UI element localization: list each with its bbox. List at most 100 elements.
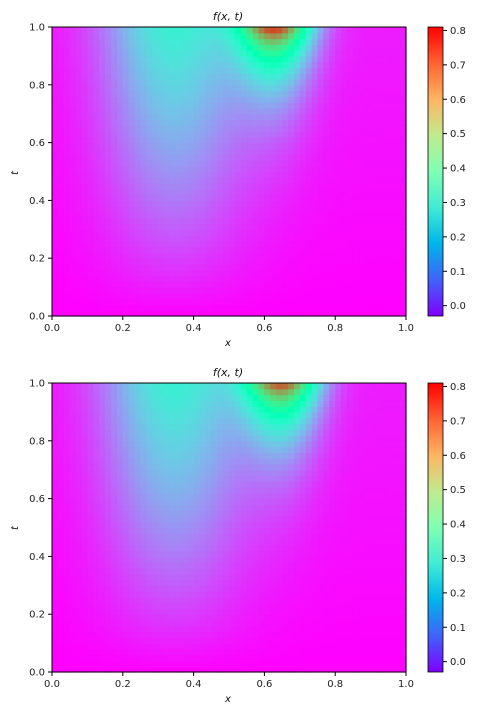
heatmap-cell [164,487,171,494]
heatmap-cell [400,44,407,51]
heatmap-cell [341,165,348,173]
heatmap-cell [276,287,283,294]
heatmap-cell [246,240,254,248]
heatmap-cell [205,107,212,115]
heatmap-cell [105,246,112,254]
heatmap-cell [264,194,271,201]
heatmap-cell [140,550,147,557]
heatmap-cell [335,79,342,86]
heatmap-cell [299,269,307,277]
heatmap-cell [400,258,407,265]
heatmap-cell [335,50,342,57]
heatmap-cell [264,619,271,627]
heatmap-cell [164,258,171,265]
heatmap-cell [170,148,177,155]
heatmap-cell [57,200,65,207]
heatmap-cell [152,539,159,546]
heatmap-cell [140,521,147,529]
heatmap-cell [400,38,407,45]
heatmap-cell [122,608,130,615]
heatmap-cell [128,67,136,74]
heatmap-cell [57,188,65,196]
heatmap-cell [217,188,224,196]
heatmap-cell [305,619,313,627]
heatmap-cell [394,562,401,569]
heatmap-cell [388,38,395,45]
heatmap-cell [341,148,348,155]
heatmap-cell [193,614,201,621]
heatmap-cell [52,96,59,103]
heatmap-cell [282,194,289,201]
heatmap-cell [140,498,147,505]
heatmap-cell [52,515,59,523]
heatmap-cell [93,38,100,45]
heatmap-cell [323,165,330,173]
heatmap-cell [347,596,354,604]
heatmap-cell [116,32,124,40]
heatmap-cell [146,614,153,621]
heatmap-cell [258,269,265,277]
heatmap-cell [75,521,83,529]
heatmap-cell [111,275,118,282]
heatmap-cell [211,235,218,242]
heatmap-cell [299,648,307,656]
heatmap-cell [370,136,378,144]
heatmap-cell [276,159,283,167]
heatmap-cell [388,573,395,581]
heatmap-cell [358,217,366,225]
heatmap-cell [152,533,159,540]
heatmap-cell [164,252,171,259]
heatmap-cell [335,229,342,236]
heatmap-cell [99,281,106,288]
heatmap-cell [175,637,183,644]
heatmap-cell [193,32,201,40]
heatmap-cell [382,136,389,144]
heatmap-cell [335,527,342,534]
heatmap-cell [382,240,389,248]
heatmap-cell [146,183,153,190]
heatmap-cell [87,154,94,161]
heatmap-cell [388,527,395,534]
heatmap-cell [175,487,183,494]
heatmap-cell [229,119,236,126]
heatmap-cell [211,292,218,300]
heatmap-cell [234,648,242,656]
heatmap-cell [87,217,94,225]
heatmap-cell [364,292,372,300]
heatmap-cell [193,591,201,598]
heatmap-cell [358,84,366,92]
heatmap-cell [317,188,324,196]
heatmap-cell [329,539,336,546]
heatmap-cell [217,136,224,144]
heatmap-cell [105,90,112,97]
heatmap-cell [311,298,319,306]
heatmap-cell [205,148,212,155]
heatmap-cell [217,165,224,173]
heatmap-cell [193,55,201,63]
heatmap-cell [158,625,165,633]
heatmap-cell [347,648,354,656]
heatmap-cell [87,246,94,254]
heatmap-cell [175,533,183,540]
heatmap-cell [99,142,106,149]
heatmap-cell [158,498,165,505]
heatmap-cell [288,637,295,644]
heatmap-cell [152,298,159,306]
heatmap-cell [364,229,372,236]
heatmap-cell [323,614,330,621]
heatmap-cell [146,510,153,517]
heatmap-cell [146,637,153,644]
heatmap-cell [293,304,301,311]
heatmap-cell [352,67,360,74]
heatmap-cell [323,492,330,500]
heatmap-cell [146,487,153,494]
heatmap-cell [199,252,206,259]
heatmap-cell [376,643,383,650]
heatmap-cell [229,527,236,534]
heatmap-cell [358,637,366,644]
heatmap-cell [394,263,401,271]
heatmap-cell [240,510,248,517]
heatmap-cell [93,154,100,161]
heatmap-cell [276,119,283,126]
heatmap-cell [329,510,336,517]
